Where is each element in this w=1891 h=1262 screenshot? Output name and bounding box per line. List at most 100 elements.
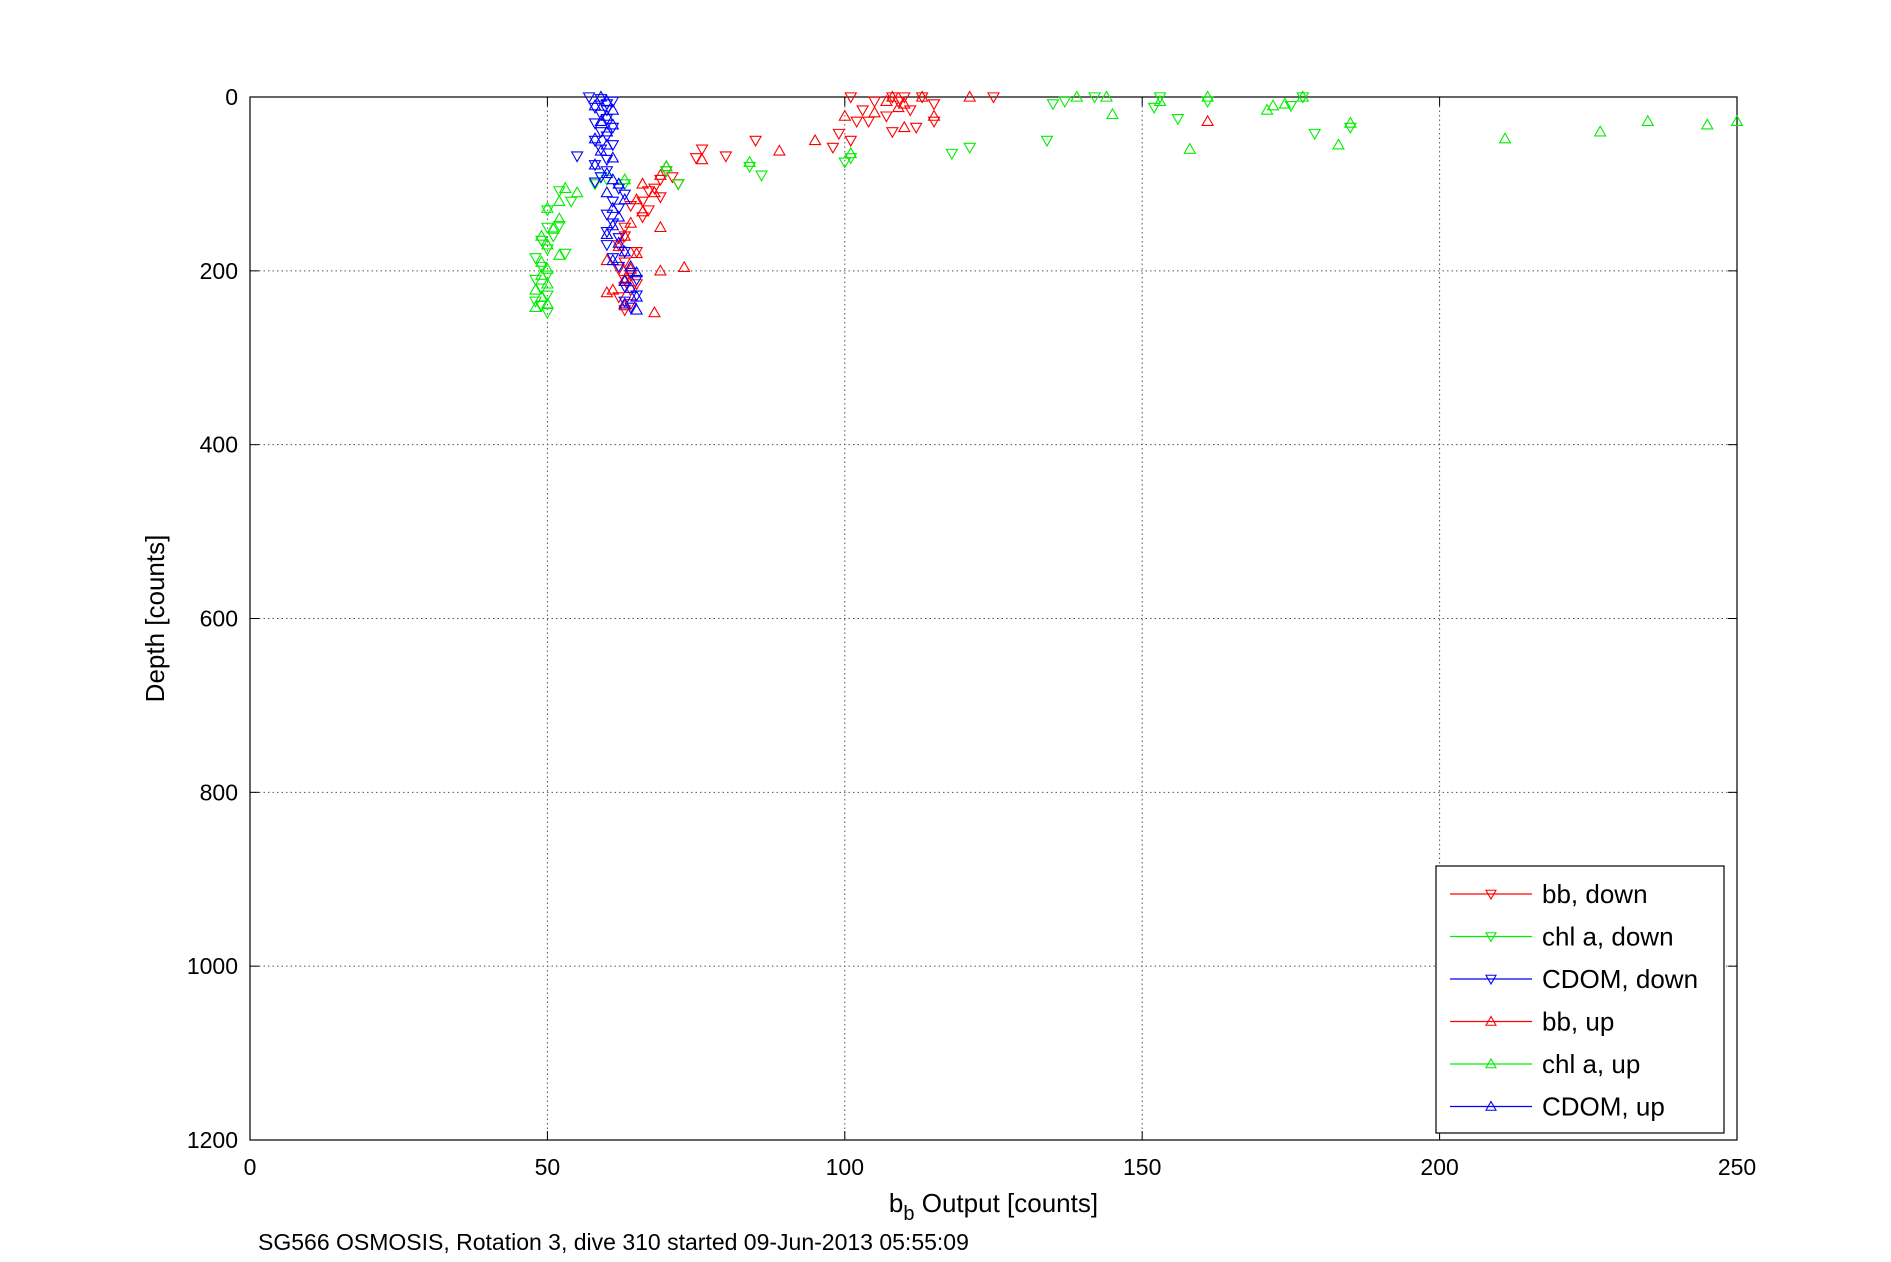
data-point bbox=[743, 161, 757, 174]
data-point bbox=[540, 262, 554, 274]
legend-entry: chl a, up bbox=[1450, 1049, 1640, 1079]
data-point bbox=[618, 189, 632, 201]
data-point bbox=[588, 179, 602, 191]
data-point bbox=[600, 227, 614, 239]
data-point bbox=[600, 99, 614, 111]
data-point bbox=[600, 138, 614, 150]
data-point bbox=[653, 192, 667, 204]
data-point bbox=[535, 255, 548, 267]
data-point bbox=[1153, 92, 1167, 104]
data-point bbox=[903, 105, 917, 117]
data-point bbox=[915, 92, 929, 104]
data-point bbox=[659, 166, 673, 178]
data-point bbox=[808, 133, 822, 146]
data-point bbox=[618, 298, 632, 311]
data-point bbox=[588, 132, 602, 144]
caption: SG566 OSMOSIS, Rotation 3, dive 310 star… bbox=[258, 1229, 969, 1255]
data-point bbox=[552, 220, 566, 233]
data-point bbox=[749, 135, 763, 148]
data-point bbox=[862, 116, 876, 128]
data-point bbox=[594, 144, 608, 156]
data-point bbox=[552, 212, 566, 224]
legend-marker bbox=[1485, 889, 1497, 901]
data-point bbox=[642, 205, 655, 217]
data-point bbox=[844, 146, 858, 159]
data-point bbox=[588, 160, 602, 172]
data-point bbox=[653, 264, 667, 276]
data-point bbox=[636, 205, 650, 217]
data-point bbox=[927, 109, 941, 121]
y-tick-label: 200 bbox=[200, 258, 238, 284]
legend-entry: CDOM, down bbox=[1450, 964, 1698, 994]
data-point bbox=[1278, 97, 1292, 109]
data-point bbox=[885, 90, 899, 102]
data-point bbox=[588, 135, 602, 148]
data-point bbox=[689, 153, 703, 165]
data-point bbox=[653, 174, 667, 187]
data-point bbox=[832, 128, 846, 141]
data-point bbox=[618, 296, 632, 308]
data-point bbox=[1183, 142, 1197, 154]
data-point bbox=[529, 300, 542, 313]
data-point bbox=[1296, 92, 1310, 104]
data-point bbox=[1730, 114, 1744, 127]
data-point bbox=[630, 265, 644, 278]
series-bb-up bbox=[600, 90, 1215, 318]
data-point bbox=[606, 118, 620, 130]
data-point bbox=[909, 122, 923, 135]
data-point bbox=[618, 245, 632, 257]
data-point bbox=[719, 151, 733, 163]
data-point bbox=[891, 96, 905, 108]
data-point bbox=[606, 201, 620, 213]
data-point bbox=[1201, 90, 1215, 102]
data-points bbox=[529, 90, 1744, 320]
data-point bbox=[624, 259, 638, 272]
data-point bbox=[606, 218, 620, 230]
data-point bbox=[612, 236, 626, 248]
data-point bbox=[1171, 114, 1185, 126]
data-point bbox=[963, 142, 977, 155]
data-point bbox=[1308, 128, 1322, 141]
axis-ticks: 0 50 100 150 200 250 0 200 400 600 800 1000 1200 bbox=[187, 84, 1756, 1180]
x-tick-label: 200 bbox=[1420, 1154, 1458, 1180]
data-point bbox=[1593, 125, 1607, 137]
x-axis-label-rest: Output [counts] bbox=[915, 1188, 1099, 1218]
data-point bbox=[630, 246, 644, 259]
data-point bbox=[612, 261, 626, 274]
data-point bbox=[540, 201, 554, 213]
data-point bbox=[695, 152, 709, 165]
data-point bbox=[636, 177, 650, 189]
data-point bbox=[612, 264, 626, 276]
data-point bbox=[695, 144, 709, 156]
data-point bbox=[755, 170, 768, 182]
y-tick-label: 600 bbox=[200, 606, 238, 632]
data-point bbox=[540, 205, 554, 217]
data-point bbox=[546, 222, 560, 234]
legend-entry: bb, down bbox=[1450, 879, 1648, 909]
data-point bbox=[671, 179, 685, 191]
data-point bbox=[630, 279, 644, 291]
data-point bbox=[1070, 90, 1084, 102]
data-point bbox=[600, 227, 614, 240]
legend-label: CDOM, up bbox=[1542, 1092, 1665, 1122]
series-chl-a-up bbox=[529, 90, 1744, 313]
data-point bbox=[540, 222, 554, 234]
legend-marker bbox=[1485, 932, 1497, 943]
data-point bbox=[648, 185, 661, 198]
x-tick-label: 50 bbox=[535, 1154, 561, 1180]
data-point bbox=[1284, 101, 1298, 113]
data-point bbox=[535, 290, 548, 302]
data-point bbox=[540, 238, 554, 250]
data-point bbox=[879, 111, 893, 123]
data-point bbox=[1088, 92, 1102, 104]
legend-box bbox=[1435, 865, 1725, 1134]
data-point bbox=[630, 290, 644, 302]
data-point bbox=[570, 185, 584, 198]
data-point bbox=[1046, 99, 1060, 111]
data-point bbox=[1100, 90, 1113, 102]
data-point bbox=[844, 92, 858, 104]
data-point bbox=[582, 92, 596, 104]
data-point bbox=[624, 281, 638, 293]
data-point bbox=[552, 194, 566, 206]
